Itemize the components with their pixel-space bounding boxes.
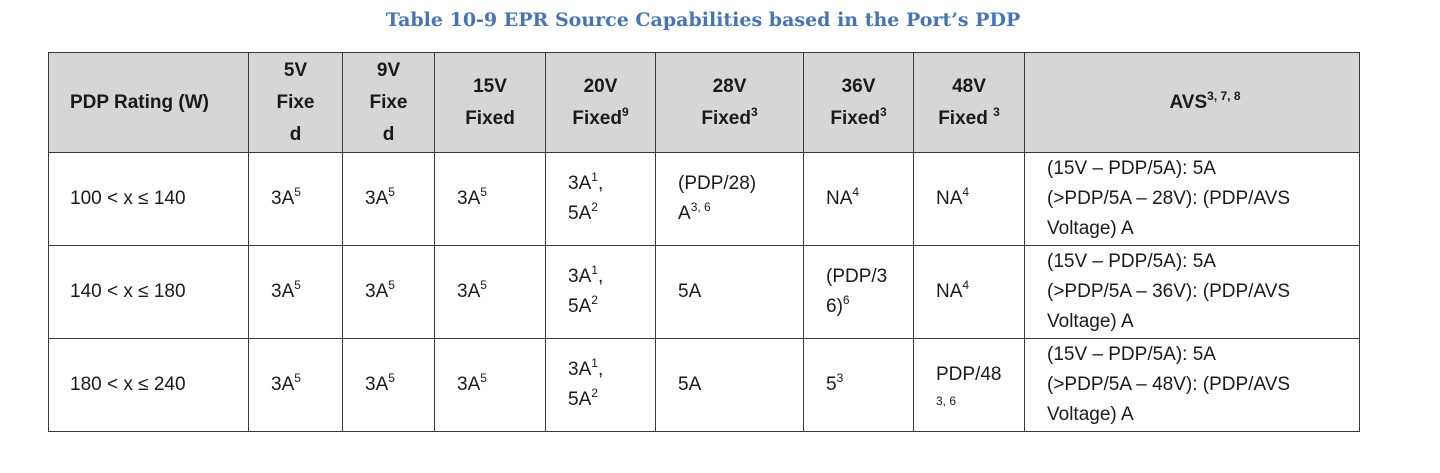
table-row: 140 < x ≤ 180 3A5 3A5 3A5 3A1, 5A2 5A (P… xyxy=(48,245,1360,339)
table-caption: Table 10-9 EPR Source Capabilities based… xyxy=(385,9,1021,31)
cell-20v: 3A1, 5A2 xyxy=(545,338,656,432)
cell-15v: 3A5 xyxy=(434,338,546,432)
table-row: 100 < x ≤ 140 3A5 3A5 3A5 3A1, 5A2 (PDP/… xyxy=(48,152,1360,246)
header-36v-fixed: 36V Fixed3 xyxy=(803,52,914,153)
cell-20v: 3A1, 5A2 xyxy=(545,152,656,246)
cell-36v: (PDP/3 6)6 xyxy=(803,245,914,339)
header-pdp-rating: PDP Rating (W) xyxy=(48,52,249,153)
table-row: 180 < x ≤ 240 3A5 3A5 3A5 3A1, 5A2 5A 53… xyxy=(48,338,1360,432)
cell-48v: PDP/48 3, 6 xyxy=(913,338,1025,432)
cell-5v: 3A5 xyxy=(248,152,343,246)
cell-avs: (15V – PDP/5A): 5A (>PDP/5A – 48V): (PDP… xyxy=(1024,338,1360,432)
cell-48v: NA4 xyxy=(913,245,1025,339)
cell-9v: 3A5 xyxy=(342,245,435,339)
header-row: PDP Rating (W) 5V Fixe d 9V Fixe d 15V F… xyxy=(48,52,1360,153)
cell-pdp-rating: 100 < x ≤ 140 xyxy=(48,152,249,246)
cell-5v: 3A5 xyxy=(248,338,343,432)
cell-36v: NA4 xyxy=(803,152,914,246)
header-5v-fixed: 5V Fixe d xyxy=(248,52,343,153)
cell-28v: 5A xyxy=(655,338,804,432)
cell-9v: 3A5 xyxy=(342,338,435,432)
header-15v-fixed: 15V Fixed xyxy=(434,52,546,153)
cell-avs: (15V – PDP/5A): 5A (>PDP/5A – 36V): (PDP… xyxy=(1024,245,1360,339)
header-48v-fixed: 48V Fixed 3 xyxy=(913,52,1025,153)
cell-pdp-rating: 140 < x ≤ 180 xyxy=(48,245,249,339)
cell-28v: (PDP/28) A3, 6 xyxy=(655,152,804,246)
cell-28v: 5A xyxy=(655,245,804,339)
cell-15v: 3A5 xyxy=(434,245,546,339)
cell-9v: 3A5 xyxy=(342,152,435,246)
epr-source-capabilities-table: PDP Rating (W) 5V Fixe d 9V Fixe d 15V F… xyxy=(48,52,1360,432)
cell-5v: 3A5 xyxy=(248,245,343,339)
cell-36v: 53 xyxy=(803,338,914,432)
header-9v-fixed: 9V Fixe d xyxy=(342,52,435,153)
cell-20v: 3A1, 5A2 xyxy=(545,245,656,339)
cell-15v: 3A5 xyxy=(434,152,546,246)
cell-avs: (15V – PDP/5A): 5A (>PDP/5A – 28V): (PDP… xyxy=(1024,152,1360,246)
cell-48v: NA4 xyxy=(913,152,1025,246)
header-28v-fixed: 28V Fixed3 xyxy=(655,52,804,153)
header-avs: AVS3, 7, 8 xyxy=(1024,52,1360,153)
cell-pdp-rating: 180 < x ≤ 240 xyxy=(48,338,249,432)
header-20v-fixed: 20V Fixed9 xyxy=(545,52,656,153)
